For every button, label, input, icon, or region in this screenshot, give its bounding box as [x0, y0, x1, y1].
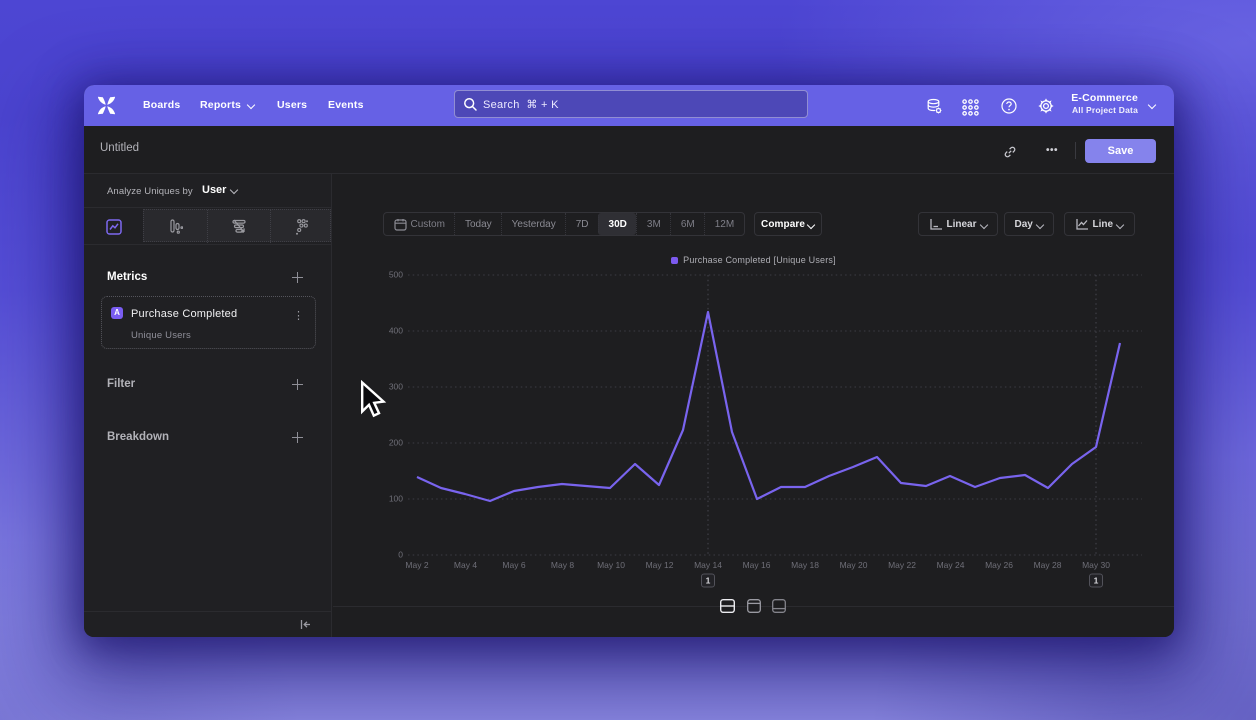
svg-text:May 28: May 28: [1034, 560, 1062, 570]
svg-text:May 26: May 26: [985, 560, 1013, 570]
svg-text:May 10: May 10: [597, 560, 625, 570]
svg-text:1: 1: [1094, 576, 1099, 586]
svg-text:400: 400: [389, 326, 403, 336]
svg-text:May 14: May 14: [694, 560, 722, 570]
svg-text:May 8: May 8: [551, 560, 574, 570]
svg-text:May 16: May 16: [743, 560, 771, 570]
svg-text:May 24: May 24: [937, 560, 965, 570]
svg-text:May 4: May 4: [454, 560, 477, 570]
svg-text:0: 0: [398, 550, 403, 560]
svg-text:May 18: May 18: [791, 560, 819, 570]
svg-text:May 2: May 2: [405, 560, 428, 570]
svg-text:May 12: May 12: [646, 560, 674, 570]
svg-text:1: 1: [706, 576, 711, 586]
svg-text:May 30: May 30: [1082, 560, 1110, 570]
svg-text:May 22: May 22: [888, 560, 916, 570]
svg-text:May 20: May 20: [840, 560, 868, 570]
svg-text:May 6: May 6: [502, 560, 525, 570]
svg-text:200: 200: [389, 438, 403, 448]
svg-text:300: 300: [389, 382, 403, 392]
svg-text:500: 500: [389, 270, 403, 280]
svg-text:100: 100: [389, 494, 403, 504]
